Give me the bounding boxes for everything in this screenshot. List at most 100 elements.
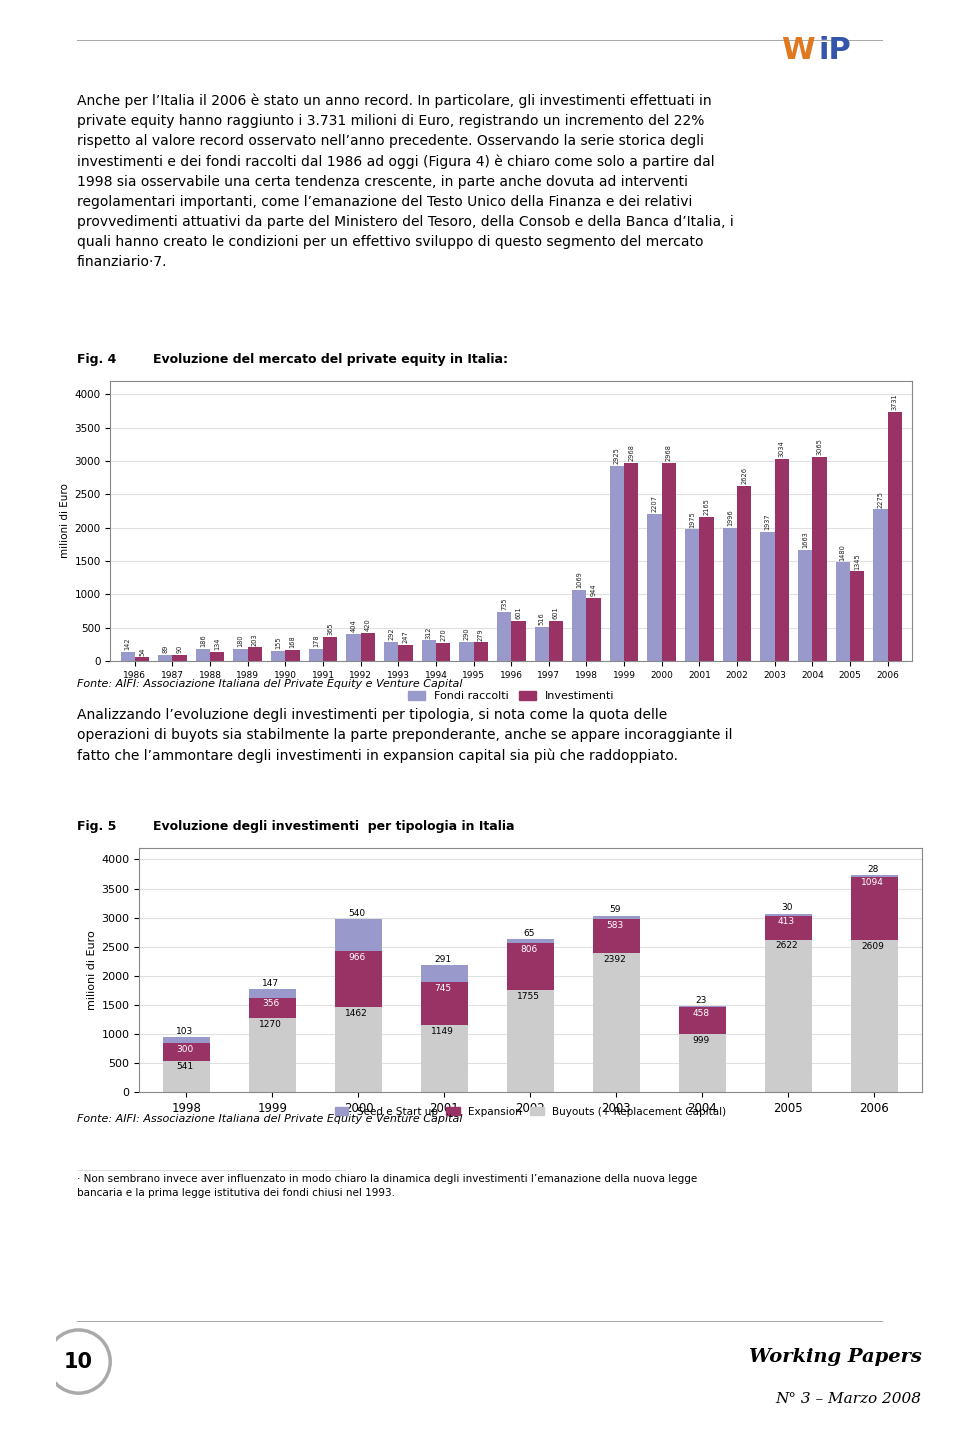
Bar [850, 572, 864, 661]
Text: 247: 247 [402, 629, 408, 642]
Bar [158, 655, 173, 661]
Text: 1462: 1462 [346, 1009, 368, 1017]
Bar [173, 655, 187, 661]
Text: Working Papers: Working Papers [749, 1348, 922, 1367]
Bar [535, 627, 549, 661]
Bar [765, 914, 812, 915]
Text: 134: 134 [214, 638, 220, 651]
Bar [233, 650, 248, 661]
Bar [271, 651, 285, 661]
Bar [798, 550, 812, 661]
Bar [398, 645, 413, 661]
Text: 1069: 1069 [576, 572, 583, 588]
Text: 292: 292 [388, 627, 395, 639]
Bar [309, 650, 323, 661]
Bar [888, 412, 901, 661]
Text: 1663: 1663 [803, 532, 808, 549]
Text: Fig. 5: Fig. 5 [77, 819, 116, 833]
Text: 1480: 1480 [840, 543, 846, 560]
Bar [592, 920, 640, 953]
Text: 312: 312 [426, 627, 432, 638]
Text: 583: 583 [606, 921, 623, 930]
Text: 90: 90 [177, 645, 182, 654]
Bar [812, 457, 827, 661]
Bar [347, 634, 361, 661]
Text: 413: 413 [778, 917, 795, 927]
Text: N° 3 – Marzo 2008: N° 3 – Marzo 2008 [776, 1392, 922, 1407]
Bar [874, 509, 888, 661]
Text: · Non sembrano invece aver influenzato in modo chiaro la dinamica degli investim: · Non sembrano invece aver influenzato i… [77, 1174, 697, 1197]
Text: 420: 420 [365, 618, 371, 631]
Text: 1755: 1755 [517, 992, 540, 1000]
Bar [323, 637, 337, 661]
Text: Analizzando l’evoluzione degli investimenti per tipologia, si nota come la quota: Analizzando l’evoluzione degli investime… [77, 708, 732, 763]
Bar [473, 642, 488, 661]
Text: 540: 540 [348, 910, 366, 918]
Bar [624, 463, 638, 661]
Bar [210, 652, 225, 661]
Bar [134, 657, 149, 661]
Text: 2165: 2165 [704, 499, 709, 514]
Text: 1345: 1345 [854, 553, 860, 569]
Text: 2207: 2207 [652, 496, 658, 512]
Text: 290: 290 [464, 628, 469, 639]
Bar [723, 527, 737, 661]
Text: 54: 54 [139, 647, 145, 655]
Bar [420, 981, 468, 1025]
Text: 65: 65 [523, 928, 535, 938]
Bar [335, 951, 382, 1007]
Text: 155: 155 [276, 637, 281, 650]
Bar [497, 612, 512, 661]
Bar [760, 532, 775, 661]
Bar [549, 621, 564, 661]
Text: 279: 279 [478, 628, 484, 641]
Bar [685, 529, 700, 661]
Text: 1996: 1996 [727, 510, 732, 526]
Bar [436, 642, 450, 661]
Text: 1149: 1149 [431, 1027, 454, 1036]
Text: 3065: 3065 [816, 438, 823, 456]
Bar [572, 589, 587, 661]
Bar [249, 1019, 296, 1092]
Text: Fonte: AIFI: Associazione Italiana del Private Equity e Venture Capital: Fonte: AIFI: Associazione Italiana del P… [77, 1115, 463, 1124]
Bar [384, 641, 398, 661]
Text: 178: 178 [313, 635, 319, 648]
Text: 291: 291 [434, 954, 451, 964]
Text: Evoluzione degli investimenti  per tipologia in Italia: Evoluzione degli investimenti per tipolo… [154, 819, 515, 833]
Text: 2275: 2275 [877, 490, 883, 507]
Bar [737, 486, 752, 661]
Bar [610, 466, 624, 661]
Text: 59: 59 [609, 905, 620, 914]
Bar [592, 953, 640, 1092]
Text: 516: 516 [539, 612, 544, 625]
Bar [647, 514, 661, 661]
Text: 1270: 1270 [259, 1020, 282, 1029]
Text: 142: 142 [125, 637, 131, 650]
Text: 1937: 1937 [764, 513, 771, 530]
Text: 2609: 2609 [861, 943, 884, 951]
Bar [163, 1043, 210, 1061]
Text: 2968: 2968 [666, 444, 672, 461]
Bar [196, 648, 210, 661]
Text: 3034: 3034 [779, 440, 784, 457]
Bar [700, 516, 713, 661]
Bar [851, 940, 898, 1092]
Text: Evoluzione del mercato del private equity in Italia:: Evoluzione del mercato del private equit… [154, 352, 509, 366]
Text: 966: 966 [348, 953, 366, 961]
Text: Fonte: AIFI: Associazione Italiana del Private Equity e Venture Capital: Fonte: AIFI: Associazione Italiana del P… [77, 678, 463, 688]
Text: 23: 23 [695, 996, 707, 1004]
Text: 601: 601 [516, 606, 521, 619]
Bar [335, 920, 382, 951]
Text: 2622: 2622 [776, 941, 798, 950]
Bar [459, 642, 473, 661]
Bar [512, 621, 525, 661]
Bar [121, 651, 134, 661]
Y-axis label: milioni di Euro: milioni di Euro [87, 930, 97, 1010]
Text: 1094: 1094 [861, 878, 884, 888]
Bar [361, 632, 375, 661]
Bar [851, 875, 898, 877]
Text: 300: 300 [176, 1045, 193, 1053]
Legend: Fondi raccolti, Investimenti: Fondi raccolti, Investimenti [403, 687, 619, 706]
Text: 356: 356 [262, 999, 279, 1009]
Bar [163, 1061, 210, 1092]
